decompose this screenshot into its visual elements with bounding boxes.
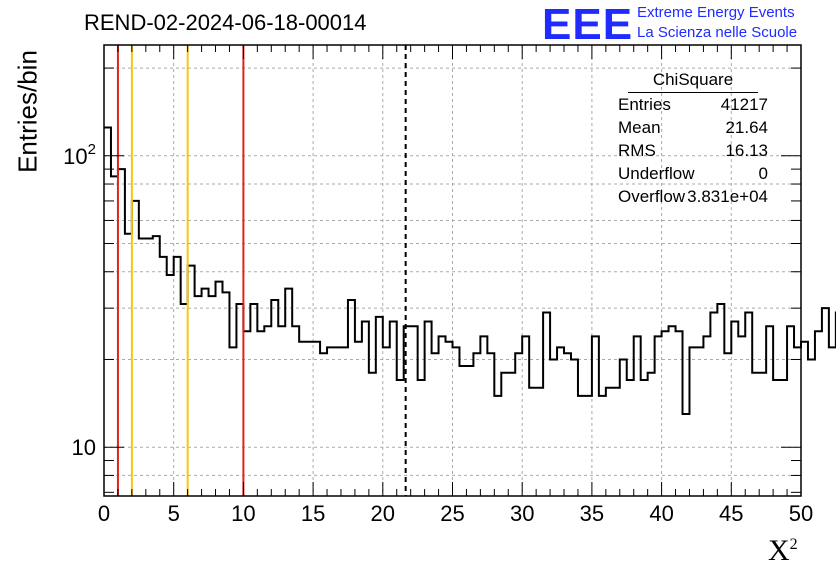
- stats-box: ChiSquare Entries 41217 Mean 21.64 RMS 16.1…: [610, 70, 776, 208]
- x-axis-label-base: X: [768, 534, 790, 567]
- x-tick-label: 10: [231, 501, 255, 526]
- eee-logo: EEE: [542, 0, 634, 49]
- stats-value: 0: [758, 164, 768, 183]
- stats-value: 21.64: [725, 118, 768, 137]
- x-tick-label: 15: [301, 501, 325, 526]
- x-tick-label: 40: [649, 501, 673, 526]
- stats-row-overflow: Overflow 3.831e+04: [610, 185, 776, 208]
- stats-value: 41217: [720, 95, 768, 114]
- stats-row-entries: Entries 41217: [610, 93, 776, 116]
- y-tick-label: 102: [63, 141, 96, 169]
- stats-key: Mean: [618, 118, 661, 137]
- x-tick-label: 20: [371, 501, 395, 526]
- stats-value: 16.13: [725, 141, 768, 160]
- logo-subtitle-2: La Scienza nelle Scuole: [637, 24, 798, 41]
- x-axis-label: X2: [768, 534, 798, 568]
- stats-row-underflow: Underflow 0: [610, 162, 776, 185]
- stats-key: Overflow: [618, 187, 686, 206]
- x-tick-label: 45: [719, 501, 743, 526]
- stats-key: RMS: [618, 141, 656, 160]
- x-tick-label: 30: [510, 501, 534, 526]
- stats-key: Underflow: [618, 164, 695, 183]
- logo-subtitle-1: Extreme Energy Events: [637, 4, 795, 21]
- x-tick-label: 5: [168, 501, 180, 526]
- stats-row-mean: Mean 21.64: [610, 116, 776, 139]
- histogram-outline: [104, 126, 836, 415]
- stats-key: Entries: [618, 95, 671, 114]
- stats-value: 3.831e+04: [687, 187, 768, 206]
- x-tick-label: 50: [789, 501, 813, 526]
- chart-title: REND-02-2024-06-18-00014: [84, 10, 367, 35]
- x-axis-label-exp: 2: [789, 536, 798, 553]
- x-tick-label: 0: [98, 501, 110, 526]
- x-tick-label: 25: [440, 501, 464, 526]
- y-tick-label: 10: [72, 435, 96, 460]
- stats-row-rms: RMS 16.13: [610, 139, 776, 162]
- stats-title: ChiSquare: [628, 70, 758, 93]
- x-tick-label: 35: [580, 501, 604, 526]
